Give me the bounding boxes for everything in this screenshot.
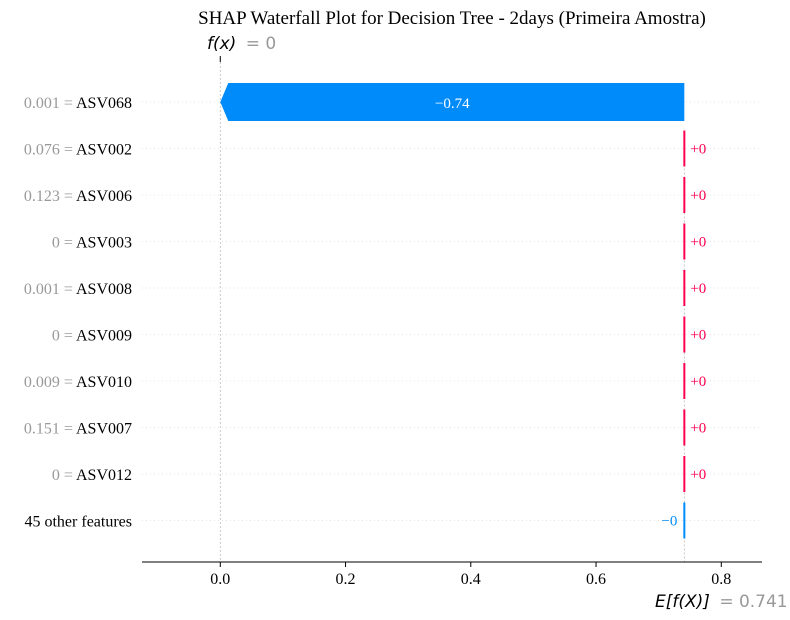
- chart-title: SHAP Waterfall Plot for Decision Tree - …: [198, 8, 706, 29]
- svg-text:E[f(X)] = 0.741: E[f(X)] = 0.741: [655, 592, 788, 612]
- x-tick-label: 0.2: [336, 571, 356, 588]
- feature-label: 0.001 = ASV068: [24, 95, 132, 112]
- feature-label: 0.151 = ASV007: [24, 421, 132, 438]
- feature-name: ASV012: [76, 467, 132, 484]
- x-axis: 0.0 0.2 0.4 0.6 0.8: [142, 561, 762, 588]
- feature-label: 45 other features: [24, 514, 132, 531]
- feature-name: ASV006: [76, 188, 132, 205]
- feature-value: 0 =: [52, 467, 76, 484]
- bar-value-label: +0: [690, 328, 706, 344]
- feature-label: 0 = ASV012: [52, 467, 132, 484]
- feature-value: 0 =: [52, 328, 76, 345]
- feature-value: 0.076 =: [24, 142, 76, 159]
- feature-value: 0.009 =: [24, 374, 76, 391]
- fx-label: f(x) = 0: [207, 34, 276, 54]
- feature-name: ASV002: [76, 142, 132, 159]
- bar-value-label: +0: [690, 421, 706, 437]
- feature-label: 0 = ASV009: [52, 328, 132, 345]
- feature-label: 0.123 = ASV006: [24, 188, 132, 205]
- reference-lines: [219, 56, 685, 562]
- feature-value: 0.151 =: [24, 421, 76, 438]
- base-value: = 0.741: [719, 592, 787, 612]
- feature-value: 0.001 =: [24, 95, 76, 112]
- bar-value-label: −0: [661, 514, 677, 530]
- bar-asv068: [220, 83, 685, 121]
- feature-name: 45 other features: [24, 514, 132, 531]
- svg-text:f(x) = 0: f(x) = 0: [207, 34, 276, 54]
- x-tick-label: 0.6: [586, 571, 606, 588]
- bar-value-label: −0.74: [435, 96, 470, 112]
- bar-value-label: +0: [690, 281, 706, 297]
- feature-name: ASV003: [76, 235, 132, 252]
- feature-label: 0.076 = ASV002: [24, 142, 132, 159]
- bar-value-label: +0: [690, 374, 706, 390]
- bar-value-label: +0: [690, 188, 706, 204]
- bar-value-label: +0: [690, 235, 706, 251]
- feature-value: 0 =: [52, 235, 76, 252]
- grid-lines: [142, 101, 762, 521]
- feature-label: 0.001 = ASV008: [24, 281, 132, 298]
- bar-value-label: +0: [690, 467, 706, 483]
- feature-value: 0.123 =: [24, 188, 76, 205]
- feature-name: ASV010: [76, 374, 132, 391]
- feature-label: 0.009 = ASV010: [24, 374, 132, 391]
- bar-value-label: +0: [690, 142, 706, 158]
- y-axis-labels: 0.001 = ASV068 0.076 = ASV002 0.123 = ASV0…: [24, 95, 132, 531]
- feature-value: 0.001 =: [24, 281, 76, 298]
- feature-label: 0 = ASV003: [52, 235, 132, 252]
- base-value-label: E[f(X)] = 0.741: [655, 592, 788, 612]
- feature-name: ASV009: [76, 328, 132, 345]
- feature-name: ASV007: [76, 421, 132, 438]
- base-symbol: E[f(X)]: [655, 592, 710, 612]
- feature-name: ASV068: [76, 95, 132, 112]
- bars: [220, 83, 686, 539]
- feature-name: ASV008: [76, 281, 132, 298]
- x-tick-label: 0.0: [210, 571, 230, 588]
- x-tick-label: 0.4: [461, 571, 481, 588]
- x-tick-label: 0.8: [711, 571, 731, 588]
- fx-value: = 0: [246, 34, 276, 54]
- bar-value-labels: −0.74 +0 +0 +0 +0 +0 +0 +0 +0 −0: [435, 96, 706, 530]
- fx-symbol: f(x): [207, 34, 236, 54]
